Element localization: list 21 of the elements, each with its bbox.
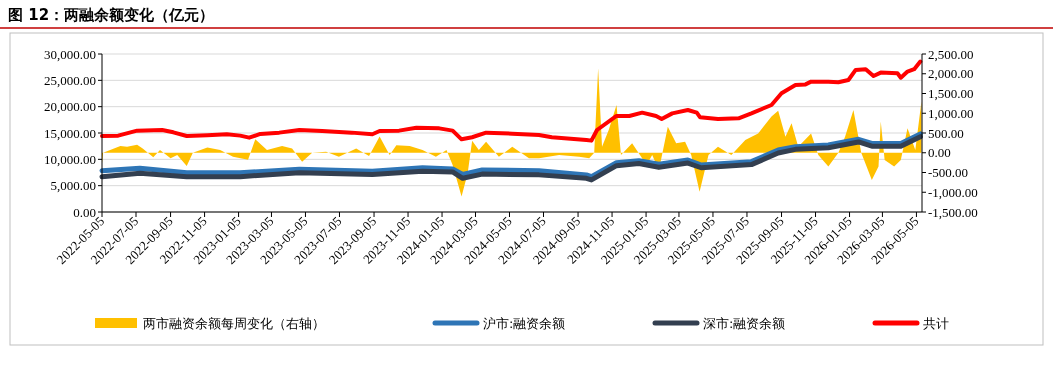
y2-tick-label: 0.00 [928,145,951,161]
y2-tick-label: 500.00 [928,125,964,141]
y-tick-label: 10,000.00 [44,151,96,167]
y-tick-label: 25,000.00 [44,72,96,88]
y2-tick-label: -1,500.00 [928,204,978,220]
y-tick-label: 0.00 [73,204,96,220]
y2-tick-label: -500.00 [928,165,969,180]
y2-tick-label: 2,500.00 [928,46,974,62]
y-tick-label: 30,000.00 [44,46,96,62]
legend-label: 两市融资余额每周变化（右轴） [143,316,325,331]
legend-label: 共计 [923,316,949,331]
y-tick-label: 5,000.00 [50,178,96,194]
y-tick-label: 20,000.00 [44,99,96,115]
legend-label: 沪市:融资余额 [483,316,566,331]
y2-tick-label: -1,000.00 [928,184,978,200]
y-tick-label: 15,000.00 [44,125,96,141]
y2-tick-label: 1,500.00 [928,86,974,101]
y2-tick-label: 2,000.00 [928,66,974,82]
y2-tick-label: 1,000.00 [928,105,974,121]
legend-label: 深市:融资余额 [703,316,786,331]
chart-title: 图 12：两融余额变化（亿元） [8,6,215,24]
